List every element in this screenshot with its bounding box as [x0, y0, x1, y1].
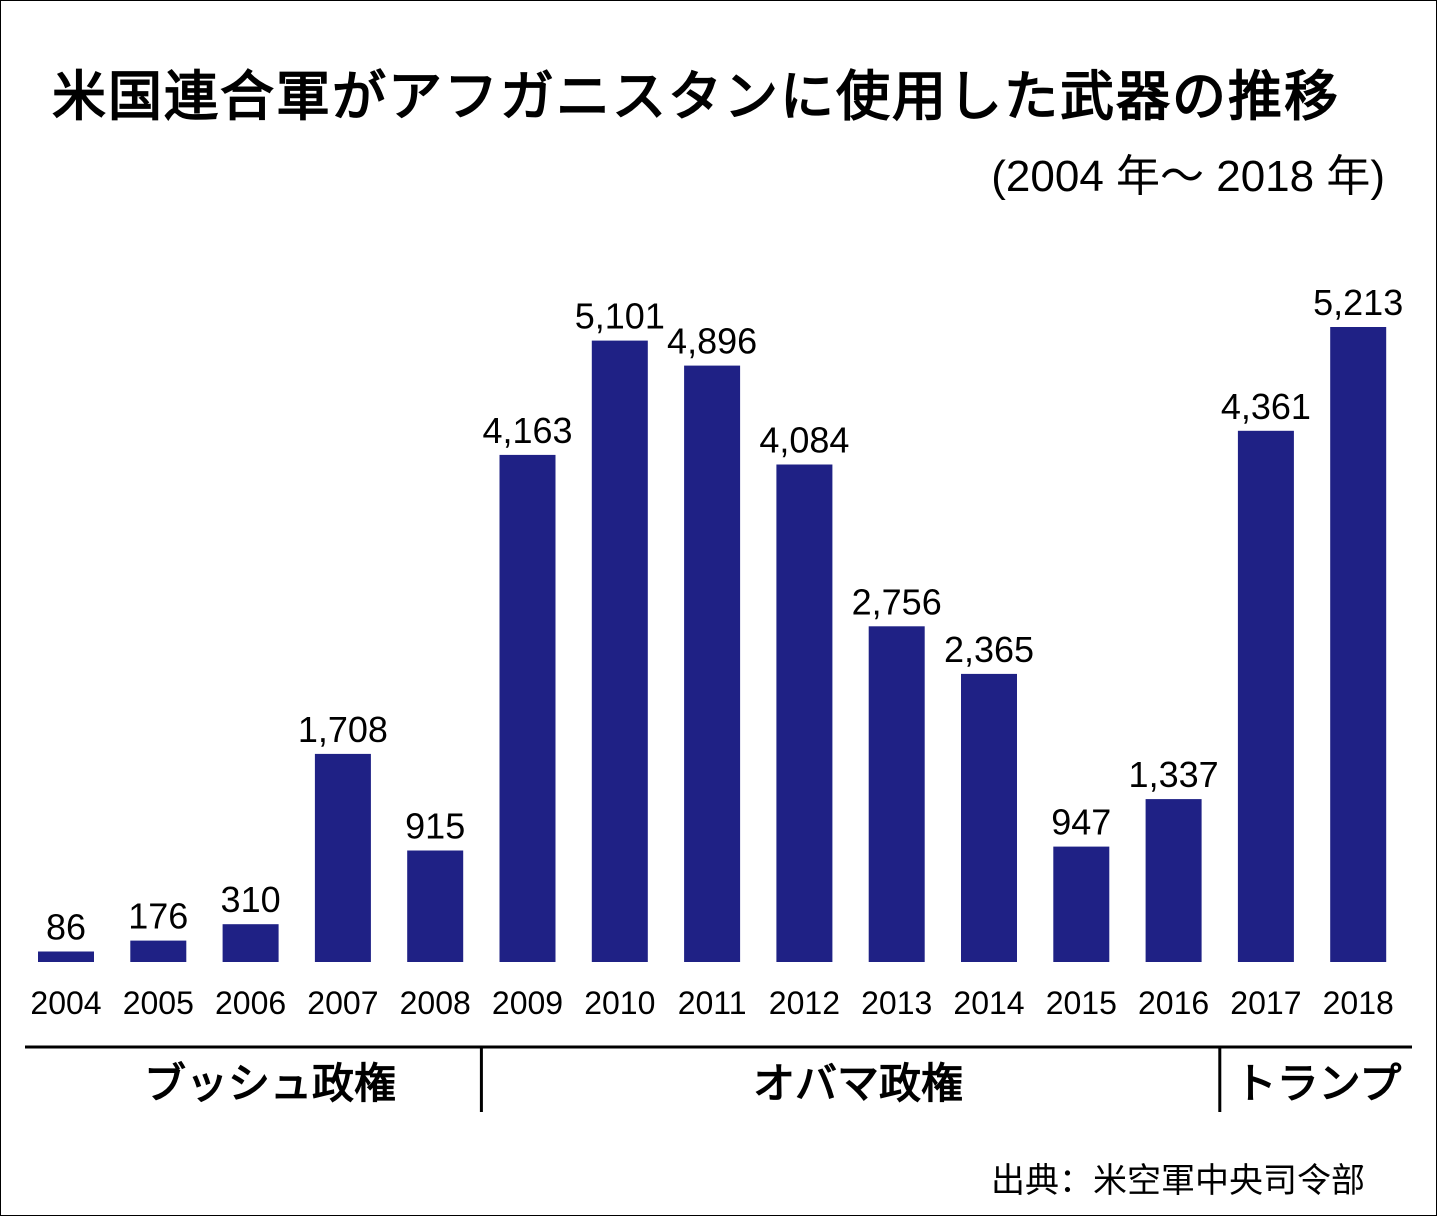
- x-tick-2005: 2005: [123, 985, 194, 1021]
- x-tick-2007: 2007: [307, 985, 378, 1021]
- value-label-2005: 176: [128, 896, 188, 937]
- x-tick-2006: 2006: [215, 985, 286, 1021]
- bar-2010: [591, 340, 648, 963]
- value-label-2015: 947: [1051, 802, 1111, 843]
- x-tick-2014: 2014: [953, 985, 1024, 1021]
- x-tick-2009: 2009: [492, 985, 563, 1021]
- source-note: 出典：米空軍中央司令部: [991, 1161, 1365, 1201]
- chart-subtitle: (2004 年〜 2018 年): [991, 152, 1385, 201]
- bar-2015: [1053, 846, 1110, 962]
- bar-2009: [499, 454, 556, 962]
- bar-2018: [1330, 327, 1387, 962]
- bar-2011: [684, 365, 741, 963]
- bar-2016: [1145, 799, 1202, 962]
- x-tick-2017: 2017: [1230, 985, 1301, 1021]
- group-label: トランプ: [1235, 1059, 1402, 1108]
- x-tick-2008: 2008: [400, 985, 471, 1021]
- bar-2014: [961, 673, 1017, 962]
- x-tick-2011: 2011: [678, 985, 747, 1021]
- value-label-2017: 4,361: [1221, 386, 1311, 427]
- bar-2004: [38, 951, 94, 962]
- value-label-2016: 1,337: [1129, 754, 1219, 795]
- x-tick-2018: 2018: [1323, 985, 1394, 1021]
- bar-2005: [130, 940, 187, 962]
- value-label-2013: 2,756: [852, 581, 942, 622]
- value-label-2018: 5,213: [1313, 282, 1403, 323]
- bar-2013: [868, 626, 925, 962]
- bar-2017: [1237, 430, 1294, 962]
- x-tick-2012: 2012: [769, 985, 840, 1021]
- x-tick-2015: 2015: [1046, 985, 1117, 1021]
- chart-title: 米国連合軍がアフガニスタンに使用した武器の推移: [52, 65, 1340, 128]
- group-label: ブッシュ政権: [144, 1059, 396, 1108]
- value-label-2008: 915: [405, 806, 465, 847]
- x-tick-2013: 2013: [861, 985, 932, 1021]
- value-label-2011: 4,896: [667, 321, 757, 362]
- value-label-2014: 2,365: [944, 629, 1034, 670]
- bar-2007: [314, 753, 371, 962]
- bar-2012: [776, 464, 833, 962]
- group-label: オバマ政権: [753, 1059, 963, 1108]
- x-tick-2016: 2016: [1138, 985, 1209, 1021]
- x-tick-2010: 2010: [584, 985, 655, 1021]
- value-label-2004: 86: [46, 907, 86, 948]
- value-label-2012: 4,084: [759, 420, 849, 461]
- value-label-2009: 4,163: [482, 410, 572, 451]
- bar-2006: [222, 924, 279, 962]
- x-tick-2004: 2004: [30, 985, 101, 1021]
- value-label-2007: 1,708: [298, 709, 388, 750]
- value-label-2006: 310: [221, 879, 281, 920]
- bar-2008: [407, 850, 464, 962]
- value-label-2010: 5,101: [575, 296, 665, 337]
